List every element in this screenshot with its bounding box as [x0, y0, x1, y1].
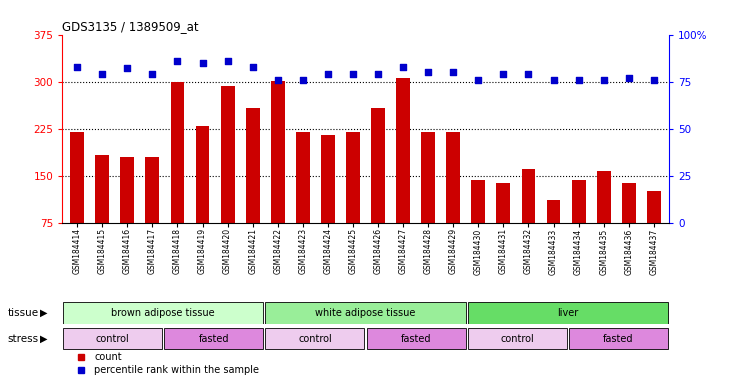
- Bar: [321, 135, 335, 223]
- Bar: [468, 302, 668, 324]
- Bar: [271, 81, 284, 223]
- Point: [648, 77, 659, 83]
- Bar: [70, 132, 84, 223]
- Text: tissue: tissue: [7, 308, 39, 318]
- Bar: [246, 108, 260, 223]
- Bar: [63, 328, 162, 349]
- Text: ▶: ▶: [40, 334, 48, 344]
- Bar: [265, 302, 466, 324]
- Text: brown adipose tissue: brown adipose tissue: [111, 308, 215, 318]
- Text: fasted: fasted: [603, 334, 634, 344]
- Bar: [596, 170, 610, 223]
- Point: [423, 69, 434, 75]
- Point: [472, 77, 484, 83]
- Text: GDS3135 / 1389509_at: GDS3135 / 1389509_at: [62, 20, 199, 33]
- Point: [523, 71, 534, 77]
- Text: ▶: ▶: [40, 308, 48, 318]
- Point: [247, 63, 259, 70]
- Point: [272, 77, 284, 83]
- Point: [447, 69, 459, 75]
- Text: fasted: fasted: [401, 334, 431, 344]
- Text: control: control: [96, 334, 129, 344]
- Bar: [121, 157, 135, 223]
- Bar: [522, 169, 535, 223]
- Bar: [396, 78, 410, 223]
- Text: liver: liver: [557, 308, 578, 318]
- Point: [221, 58, 233, 64]
- Bar: [63, 302, 263, 324]
- Point: [322, 71, 334, 77]
- Bar: [622, 183, 636, 223]
- Point: [548, 77, 559, 83]
- Bar: [468, 328, 567, 349]
- Bar: [145, 157, 159, 223]
- Point: [498, 71, 510, 77]
- Bar: [496, 183, 510, 223]
- Point: [297, 77, 308, 83]
- Point: [397, 63, 409, 70]
- Point: [172, 58, 183, 64]
- Point: [573, 77, 585, 83]
- Point: [598, 77, 610, 83]
- Bar: [296, 132, 310, 223]
- Bar: [471, 180, 485, 223]
- Bar: [572, 180, 586, 223]
- Point: [347, 71, 359, 77]
- Bar: [95, 155, 109, 223]
- Text: white adipose tissue: white adipose tissue: [315, 308, 416, 318]
- Bar: [221, 86, 235, 223]
- Point: [197, 60, 208, 66]
- Bar: [421, 132, 435, 223]
- Bar: [196, 126, 209, 223]
- Text: stress: stress: [7, 334, 39, 344]
- Text: control: control: [500, 334, 534, 344]
- Legend: count, percentile rank within the sample: count, percentile rank within the sample: [67, 348, 263, 379]
- Point: [72, 63, 83, 70]
- Bar: [447, 132, 460, 223]
- Text: control: control: [298, 334, 332, 344]
- Bar: [265, 328, 365, 349]
- Bar: [647, 191, 661, 223]
- Bar: [366, 328, 466, 349]
- Point: [121, 65, 133, 71]
- Point: [146, 71, 158, 77]
- Bar: [170, 82, 184, 223]
- Point: [372, 71, 384, 77]
- Bar: [164, 328, 263, 349]
- Bar: [371, 108, 385, 223]
- Bar: [547, 200, 561, 223]
- Bar: [569, 328, 668, 349]
- Text: fasted: fasted: [199, 334, 229, 344]
- Point: [96, 71, 108, 77]
- Bar: [346, 132, 360, 223]
- Point: [623, 75, 635, 81]
